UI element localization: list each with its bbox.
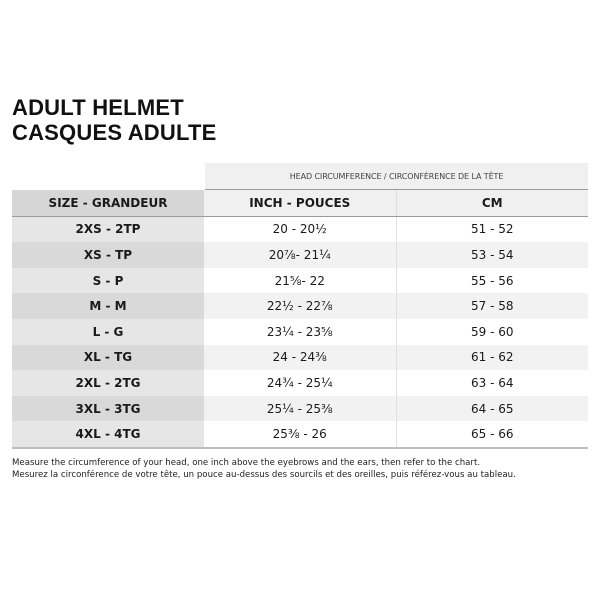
inch-cell: 20 - 20½	[204, 216, 397, 243]
size-cell: 2XL - 2TG	[12, 370, 204, 396]
title-french: CASQUES ADULTE	[12, 120, 217, 145]
cm-cell: 63 - 64	[396, 370, 588, 396]
inch-cell: 25¼ - 25⅜	[204, 395, 397, 422]
table-row: 4XL - 4TG 25⅜ - 26 65 - 66	[12, 421, 588, 449]
table-row: XL - TG 24 - 24⅜ 61 - 62	[12, 344, 588, 371]
cm-cell: 65 - 66	[396, 421, 588, 449]
size-cell: XL - TG	[12, 344, 204, 371]
column-header-size: SIZE - GRANDEUR	[12, 190, 204, 217]
table-row: 2XS - 2TP 20 - 20½ 51 - 52	[12, 216, 588, 243]
table-row: M - M 22½ - 22⅞ 57 - 58	[12, 293, 588, 319]
instruction-english: Measure the circumference of your head, …	[12, 458, 481, 468]
cm-cell: 64 - 65	[396, 395, 588, 422]
inch-cell: 21⅝- 22	[204, 267, 397, 294]
column-header-inch: INCH - POUCES	[204, 190, 397, 217]
cm-cell: 51 - 52	[396, 216, 588, 243]
page-title: ADULT HELMET CASQUES ADULTE	[12, 95, 216, 145]
header-row: SIZE - GRANDEUR INCH - POUCES CM	[12, 190, 588, 217]
table-row: XS - TP 20⅞- 21¼ 53 - 54	[12, 242, 588, 268]
inch-cell: 20⅞- 21¼	[204, 242, 397, 268]
cm-cell: 55 - 56	[396, 267, 588, 294]
table-row: 2XL - 2TG 24¾ - 25¼ 63 - 64	[12, 370, 588, 396]
column-header-cm: CM	[396, 190, 588, 217]
size-cell: L - G	[12, 318, 204, 345]
inch-cell: 25⅜ - 26	[204, 421, 397, 449]
instruction-french: Mesurez la circonférence de votre tête, …	[12, 470, 516, 480]
table-row: S - P 21⅝- 22 55 - 56	[12, 267, 588, 294]
cm-cell: 61 - 62	[396, 344, 588, 371]
size-cell: 3XL - 3TG	[12, 395, 204, 422]
inch-cell: 22½ - 22⅞	[204, 293, 397, 319]
table-row: L - G 23¼ - 23⅝ 59 - 60	[12, 318, 588, 345]
inch-cell: 24¾ - 25¼	[204, 370, 397, 396]
title-english: ADULT HELMET	[12, 95, 184, 120]
size-cell: 2XS - 2TP	[12, 216, 204, 243]
head-circumference-header: HEAD CIRCUMFERENCE / CIRCONFÉRENCE DE LA…	[205, 163, 588, 190]
size-cell: S - P	[12, 267, 204, 294]
size-chart-table: SIZE - GRANDEUR INCH - POUCES CM 2XS - 2…	[12, 190, 588, 449]
size-cell: XS - TP	[12, 242, 204, 268]
measurement-instructions: Measure the circumference of your head, …	[12, 457, 516, 481]
size-cell: 4XL - 4TG	[12, 421, 204, 449]
cm-cell: 53 - 54	[396, 242, 588, 268]
inch-cell: 23¼ - 23⅝	[204, 318, 397, 345]
cm-cell: 59 - 60	[396, 318, 588, 345]
table-row: 3XL - 3TG 25¼ - 25⅜ 64 - 65	[12, 395, 588, 422]
cm-cell: 57 - 58	[396, 293, 588, 319]
size-cell: M - M	[12, 293, 204, 319]
inch-cell: 24 - 24⅜	[204, 344, 397, 371]
